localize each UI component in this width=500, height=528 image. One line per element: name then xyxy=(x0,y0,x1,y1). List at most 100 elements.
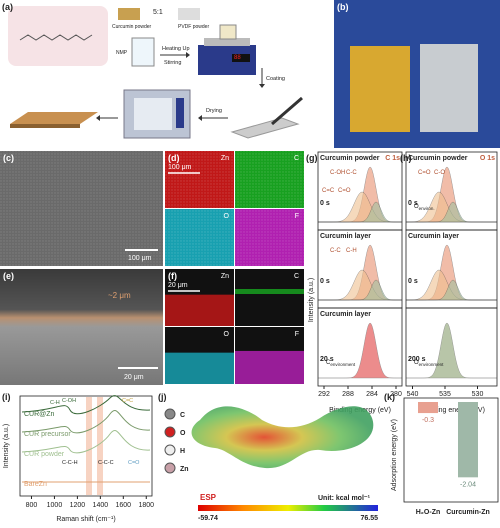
peak-label: Oenvironment xyxy=(414,360,444,367)
panel-label: (i) xyxy=(2,392,11,402)
peak-label: C=C xyxy=(122,398,133,404)
panel-label: (d) xyxy=(168,153,180,163)
time-label: 200 s xyxy=(408,356,426,363)
xps-panels: (g) (h) Intensity (a.u.) Binding energy … xyxy=(306,151,498,414)
atom-swatch xyxy=(164,462,176,474)
panel-label: (c) xyxy=(3,153,14,163)
sample-label: Curcumin layer xyxy=(320,233,371,240)
core-level: O 1s xyxy=(480,155,495,162)
x-axis-label: Binding energy (eV) xyxy=(423,407,485,414)
peak-sub: environment xyxy=(330,362,356,367)
panel-label: (f) xyxy=(168,271,177,281)
peak-main: C xyxy=(326,360,331,366)
label: Coating xyxy=(266,76,285,82)
series-label: CUR precursor xyxy=(24,431,71,438)
panel-label: (g) xyxy=(306,153,318,163)
series-label: BareZn xyxy=(24,481,47,488)
x-tick-label: 530 xyxy=(472,391,484,398)
label: NMP xyxy=(116,50,128,56)
label: 5:1 xyxy=(153,9,163,16)
element-layer xyxy=(165,352,234,384)
peak-main: O xyxy=(414,204,419,210)
atom-swatch xyxy=(164,426,176,438)
label: Heating Up xyxy=(162,46,190,52)
peak-label: C-H xyxy=(346,248,357,254)
peak-label: C-C xyxy=(330,248,341,254)
x-tick-label: 540 xyxy=(407,391,419,398)
map-label: O xyxy=(224,213,230,220)
x-tick-label: 288 xyxy=(342,391,354,398)
peak-label: C-OH xyxy=(62,398,76,404)
atom-swatch xyxy=(164,444,176,456)
plot-frame xyxy=(317,307,403,387)
atom-swatch xyxy=(164,408,176,420)
sample-label: Curcumin layer xyxy=(320,311,371,318)
panel-d: Zn C O F 100 μm(d) xyxy=(165,151,304,266)
panel-a: (a) Curcumin powder PVDF powder 5:1 NMP … xyxy=(2,2,303,139)
peak-label: C=O xyxy=(418,170,431,176)
map-label: C xyxy=(294,273,299,280)
series-label: CUR@Zn xyxy=(24,411,55,418)
thickness: ~2 μm xyxy=(108,291,131,300)
panel-label: (k) xyxy=(384,392,395,402)
x-tick-label: 800 xyxy=(26,502,38,509)
peak-label: C-O xyxy=(434,170,445,176)
plot-frame xyxy=(405,307,498,387)
x-tick-label: 1200 xyxy=(70,502,86,509)
y-axis-label: Adsorption energy (eV) xyxy=(391,419,398,491)
powder xyxy=(118,8,140,20)
time-label: 20 s xyxy=(320,356,334,363)
map-label: Zn xyxy=(221,155,229,162)
map-label: F xyxy=(295,331,299,338)
panel-label: (b) xyxy=(337,2,349,12)
map-label: O xyxy=(224,331,230,338)
peak-label: C=O xyxy=(338,188,351,194)
element-layer xyxy=(165,294,234,326)
x-tick-label: 535 xyxy=(439,391,451,398)
speckle xyxy=(235,209,304,266)
core-level: C 1s xyxy=(385,155,400,162)
panel-j: (j) C O H Zn ESP Unit: kcal mol⁻¹ -59.74 76… xyxy=(158,392,378,522)
foil xyxy=(350,46,410,132)
beaker xyxy=(131,37,155,67)
time-label: 0 s xyxy=(320,200,330,207)
peak-label: C-C-H xyxy=(62,460,78,466)
fit-peak xyxy=(318,269,402,301)
peak-label: C=O xyxy=(128,460,140,466)
time-label: 0 s xyxy=(408,278,418,285)
film xyxy=(10,112,98,124)
scale-bar: 100 μm xyxy=(168,164,192,171)
label: Curcumin powder xyxy=(112,24,152,30)
esp-title: ESP xyxy=(200,493,217,502)
atom-label: H xyxy=(180,448,185,455)
atom-label: O xyxy=(180,430,186,437)
element-map xyxy=(235,269,304,326)
x-tick-label: 1000 xyxy=(47,502,63,509)
value-label: -2.04 xyxy=(460,481,476,488)
fit-peak xyxy=(318,201,402,223)
color-max: 76.55 xyxy=(360,515,378,522)
peak-label: Cenvironment xyxy=(326,360,356,367)
fit-peak xyxy=(406,201,497,223)
powder xyxy=(178,8,200,20)
fit-peak xyxy=(318,191,402,223)
peak-main: O xyxy=(414,360,419,366)
label: PVDF powder xyxy=(178,24,209,30)
molecule xyxy=(19,34,93,41)
foil xyxy=(420,44,478,132)
atom-label: Zn xyxy=(180,466,189,473)
esp-surface xyxy=(191,406,374,469)
x-tick-label: 284 xyxy=(366,391,378,398)
x-tick-label: 292 xyxy=(318,391,330,398)
plot-frame xyxy=(19,395,153,497)
fit-peak xyxy=(406,322,497,379)
peak-sub: environment xyxy=(419,362,445,367)
panel-c: (c) 100 μm xyxy=(0,151,163,266)
series-label: CUR powder xyxy=(24,451,65,458)
scale-bar: 20 μm xyxy=(124,374,144,381)
fit-peak xyxy=(318,322,402,379)
x-tick-label: 1400 xyxy=(93,502,109,509)
coating xyxy=(230,117,300,139)
map-label: Zn xyxy=(221,273,229,280)
unit: Unit: kcal mol⁻¹ xyxy=(318,495,371,502)
